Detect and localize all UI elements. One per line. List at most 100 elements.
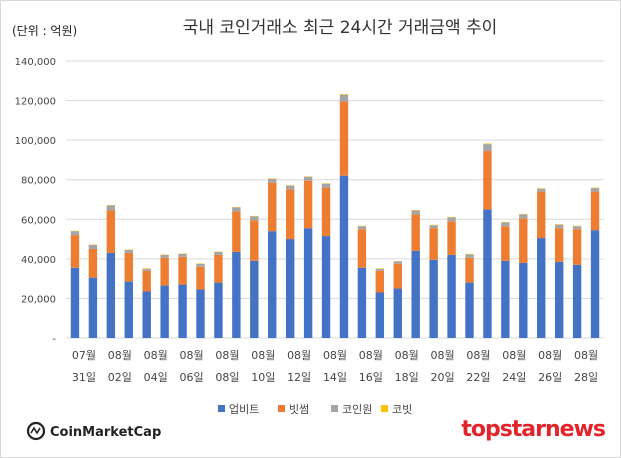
bar-segment-1-26 <box>519 262 528 338</box>
bar-segment-3-15 <box>321 183 331 188</box>
x-tick-day: 26일 <box>538 370 562 384</box>
bar-segment-1-1 <box>70 267 80 338</box>
bar-segment-2-10 <box>232 211 241 252</box>
bar-segment-2-8 <box>196 266 205 290</box>
x-tick-month: 08월 <box>215 349 239 362</box>
bar-segment-2-24 <box>483 151 492 210</box>
bar-segment-2-28 <box>554 228 564 262</box>
bar-segment-2-17 <box>357 229 367 268</box>
bar-segment-1-15 <box>321 236 331 338</box>
legend-swatch <box>331 405 338 412</box>
bar-segment-3-25 <box>501 222 510 227</box>
bar-segment-2-29 <box>572 229 582 265</box>
bar-segment-3-14 <box>303 176 313 181</box>
unit-label: (단위 : 억원) <box>12 24 77 38</box>
y-tick-label: 140,000 <box>15 57 56 68</box>
bar-segment-2-27 <box>537 191 546 239</box>
bar-segment-2-7 <box>178 256 187 285</box>
legend-label: 코빗 <box>392 403 412 416</box>
bar-segment-3-4 <box>124 249 133 253</box>
bar-segment-3-8 <box>196 263 205 267</box>
bar-segment-1-9 <box>214 282 223 338</box>
bar-segment-3-28 <box>554 224 564 229</box>
bar-segment-2-3 <box>106 210 116 253</box>
y-tick-label: 120,000 <box>15 97 56 108</box>
y-axis: - 20,000 40,000 60,000 80,000 100,000 120,000 1… <box>15 57 57 345</box>
x-tick-day: 31일 <box>72 370 96 384</box>
bar-segment-2-26 <box>519 218 528 263</box>
bar-segment-3-9 <box>214 251 223 255</box>
bar-segment-2-19 <box>393 263 402 289</box>
bar-segment-3-3 <box>106 205 116 211</box>
bar-segment-3-1 <box>70 231 80 236</box>
x-tick-month: 08월 <box>466 349 490 362</box>
x-tick-month: 08월 <box>502 349 526 362</box>
x-tick-day: 04일 <box>144 370 168 384</box>
x-tick-month: 08월 <box>359 349 383 362</box>
x-tick-month: 08월 <box>431 349 455 362</box>
legend-swatch <box>278 405 285 412</box>
bar-segment-2-12 <box>268 182 277 232</box>
y-tick-label: 80,000 <box>21 176 56 187</box>
x-tick-day: 22일 <box>466 370 490 384</box>
bar-segment-3-2 <box>88 245 98 249</box>
bar-segment-2-16 <box>339 101 349 176</box>
bar-segment-3-23 <box>465 254 474 258</box>
bar-segment-3-6 <box>160 254 169 258</box>
bar-segment-2-2 <box>88 248 98 278</box>
bar-segment-1-6 <box>160 285 169 338</box>
x-tick-month: 08월 <box>323 349 347 362</box>
bar-segment-2-11 <box>250 220 259 261</box>
x-tick-day: 18일 <box>395 370 419 384</box>
x-tick-day: 06일 <box>179 370 203 384</box>
bar-segment-1-4 <box>124 281 133 338</box>
bar-segment-3-26 <box>519 214 528 219</box>
bar-segment-1-3 <box>106 252 116 338</box>
legend-label: 빗썸 <box>289 403 309 416</box>
y-tick-label: 40,000 <box>21 255 56 266</box>
legend-swatch <box>381 405 388 412</box>
bar-segment-1-27 <box>537 238 546 338</box>
bar-segment-2-4 <box>124 252 133 282</box>
coinmarketcap-logo-wave <box>30 426 41 435</box>
x-tick-day: 02일 <box>108 370 132 384</box>
bar-segment-1-23 <box>465 282 474 338</box>
bar-segment-1-20 <box>411 250 420 338</box>
bar-segment-3-11 <box>250 216 259 221</box>
bar-segment-1-21 <box>429 259 438 338</box>
x-tick-month: 08월 <box>179 349 203 362</box>
bar-segment-1-17 <box>357 267 367 338</box>
bar-segment-1-11 <box>250 260 259 338</box>
bar-segment-1-30 <box>590 230 600 338</box>
coinmarketcap-text: CoinMarketCap <box>50 425 161 440</box>
x-tick-day: 28일 <box>574 370 598 384</box>
bar-segment-3-13 <box>285 185 295 190</box>
bar-segment-1-19 <box>393 288 402 338</box>
bar-segment-1-2 <box>88 277 98 338</box>
bar-segment-3-20 <box>411 210 420 215</box>
bar-segment-1-14 <box>303 228 313 338</box>
x-tick-month: 07월 <box>72 349 96 362</box>
bar-segment-1-5 <box>142 291 151 338</box>
y-tick-label: 60,000 <box>21 215 56 226</box>
legend-label: 업비트 <box>229 403 259 416</box>
bar-segment-3-5 <box>142 268 151 271</box>
bar-segment-3-10 <box>232 207 241 212</box>
x-tick-day: 08일 <box>215 370 239 384</box>
bar-segment-1-16 <box>339 175 349 338</box>
bar-segment-2-21 <box>429 228 438 260</box>
bar-segment-2-30 <box>590 191 600 231</box>
bar-segment-3-18 <box>375 268 385 271</box>
y-tick-label: 20,000 <box>21 294 56 305</box>
bar-segment-2-5 <box>142 270 151 292</box>
bar-segment-2-13 <box>285 189 295 240</box>
bar-segment-3-27 <box>537 188 546 192</box>
bar-segment-3-12 <box>268 178 277 183</box>
bar-segment-3-22 <box>447 217 456 222</box>
bar-segment-1-25 <box>501 260 510 338</box>
y-tick-label: 100,000 <box>15 136 56 147</box>
x-tick-month: 08월 <box>251 349 275 362</box>
bar-segment-1-8 <box>196 289 205 338</box>
bar-segment-1-28 <box>554 261 564 338</box>
bars <box>70 94 600 338</box>
